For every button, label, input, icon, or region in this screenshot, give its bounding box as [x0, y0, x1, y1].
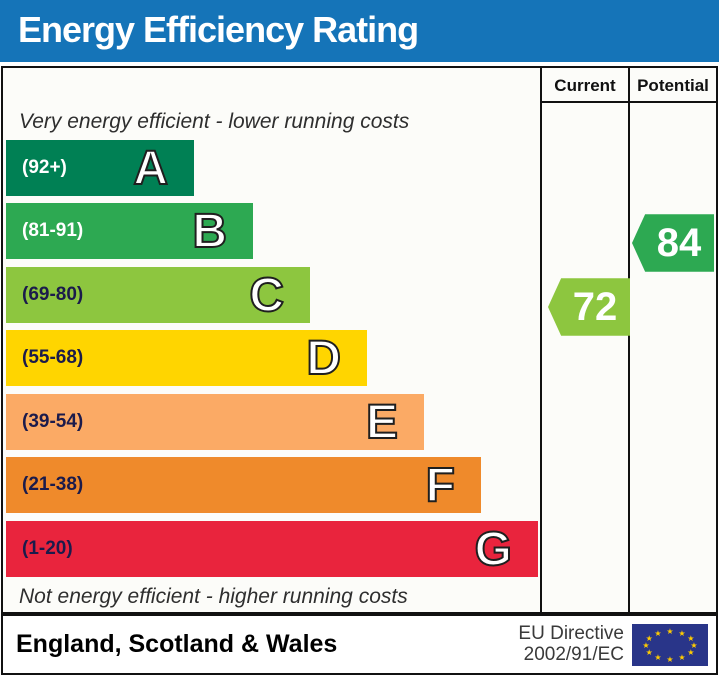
band-c: (69-80) C — [6, 267, 310, 323]
band-g: (1-20) G — [6, 521, 538, 577]
band-f: (21-38) F — [6, 457, 481, 513]
band-range: (39-54) — [22, 411, 84, 432]
page-title: Energy Efficiency Rating — [18, 9, 419, 50]
eu-directive-line2: 2002/91/EC — [523, 644, 624, 665]
band-d: (55-68) D — [6, 330, 367, 386]
column-header-current: Current — [554, 76, 616, 95]
band-letter: G — [474, 522, 513, 577]
band-letter: D — [305, 331, 342, 386]
footer-bar: England, Scotland & Wales EU Directive 2… — [1, 614, 718, 675]
current-rating-value: 72 — [572, 285, 618, 329]
eu-directive-line1: EU Directive — [518, 623, 624, 644]
title-banner: Energy Efficiency Rating — [0, 0, 719, 62]
header-divider — [540, 101, 716, 103]
column-header-potential: Potential — [637, 76, 709, 95]
svg-text:★: ★ — [654, 653, 661, 662]
svg-text:★: ★ — [687, 634, 694, 643]
band-range: (81-91) — [22, 220, 84, 241]
potential-rating-badge: 84 — [632, 214, 714, 272]
band-e: (39-54) E — [6, 394, 424, 450]
svg-text:★: ★ — [642, 641, 649, 650]
svg-text:★: ★ — [678, 629, 685, 638]
rating-table: Current Potential Very energy efficient … — [1, 66, 718, 614]
column-divider-potential — [628, 68, 630, 612]
svg-text:★: ★ — [687, 648, 694, 657]
potential-rating-value: 84 — [656, 221, 702, 265]
band-range: (1-20) — [22, 538, 73, 559]
band-letter: E — [365, 395, 399, 450]
band-a: (92+) A — [6, 140, 194, 196]
band-letter: B — [191, 204, 228, 259]
current-rating-badge: 72 — [548, 278, 630, 336]
note-not-efficient: Not energy efficient - higher running co… — [19, 585, 408, 608]
band-letter: F — [425, 458, 456, 513]
region-label: England, Scotland & Wales — [16, 630, 338, 658]
column-divider-current — [540, 68, 542, 612]
eu-directive-label: EU Directive 2002/91/EC — [518, 623, 624, 665]
band-range: (92+) — [22, 157, 67, 178]
svg-text:★: ★ — [654, 629, 661, 638]
svg-text:★: ★ — [690, 641, 697, 650]
band-range: (69-80) — [22, 284, 84, 305]
svg-text:★: ★ — [666, 655, 673, 664]
band-range: (55-68) — [22, 347, 84, 368]
svg-text:★: ★ — [646, 648, 653, 657]
svg-text:★: ★ — [678, 653, 685, 662]
band-range: (21-38) — [22, 474, 84, 495]
band-letter: C — [248, 268, 285, 323]
band-b: (81-91) B — [6, 203, 253, 259]
band-letter: A — [132, 141, 169, 196]
svg-text:★: ★ — [646, 634, 653, 643]
eu-flag-icon: ★ ★ ★ ★ ★ ★ ★ ★ ★ ★ ★ ★ — [632, 624, 708, 666]
note-very-efficient: Very energy efficient - lower running co… — [19, 110, 410, 133]
svg-text:★: ★ — [666, 627, 673, 636]
